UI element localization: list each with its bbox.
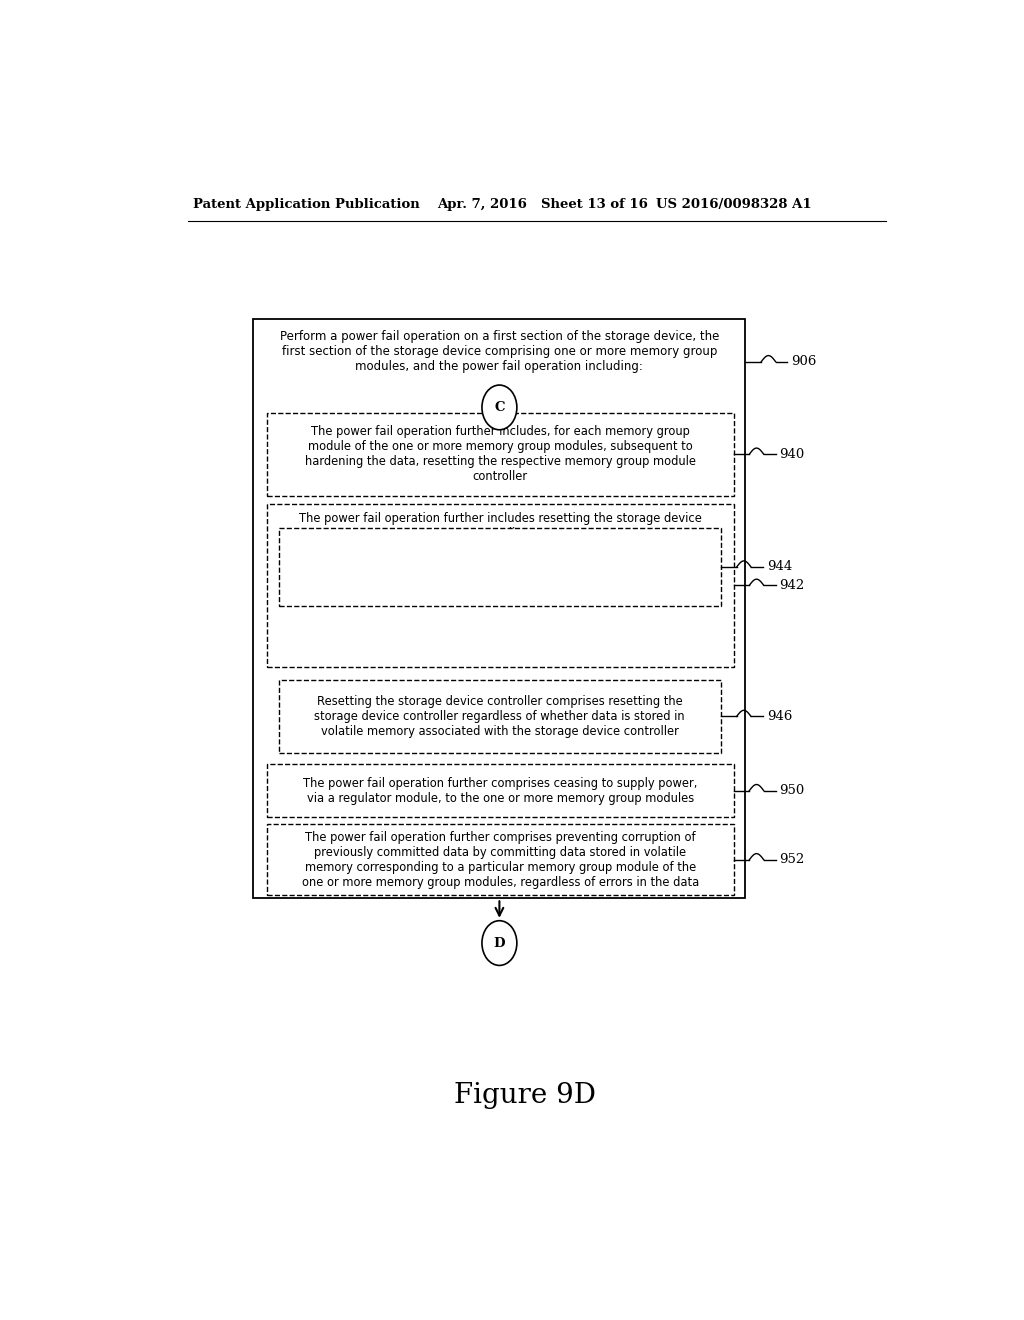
Text: C: C bbox=[495, 401, 505, 414]
Bar bbox=[253, 319, 745, 899]
Text: The power fail operation further includes resetting the storage device
controlle: The power fail operation further include… bbox=[299, 512, 701, 540]
Bar bbox=[267, 764, 733, 817]
Text: 952: 952 bbox=[779, 853, 805, 866]
Text: Prior to resetting the storage device controller, transfer data from
volatile me: Prior to resetting the storage device co… bbox=[309, 539, 690, 597]
Bar bbox=[267, 413, 733, 496]
Text: 950: 950 bbox=[779, 784, 805, 797]
Circle shape bbox=[482, 385, 517, 430]
Circle shape bbox=[482, 921, 517, 965]
Text: 946: 946 bbox=[767, 710, 793, 723]
Text: Resetting the storage device controller comprises resetting the
storage device c: Resetting the storage device controller … bbox=[314, 694, 685, 738]
Text: Patent Application Publication: Patent Application Publication bbox=[194, 198, 420, 211]
Bar bbox=[279, 680, 721, 752]
Text: The power fail operation further comprises preventing corruption of
previously c: The power fail operation further compris… bbox=[302, 830, 698, 888]
Text: D: D bbox=[494, 937, 505, 949]
Text: 942: 942 bbox=[779, 578, 805, 591]
Text: 944: 944 bbox=[767, 561, 793, 573]
Text: The power fail operation further comprises ceasing to supply power,
via a regula: The power fail operation further compris… bbox=[303, 776, 697, 805]
Text: Sheet 13 of 16: Sheet 13 of 16 bbox=[541, 198, 647, 211]
Text: 906: 906 bbox=[792, 355, 817, 368]
Bar bbox=[279, 528, 721, 606]
Text: US 2016/0098328 A1: US 2016/0098328 A1 bbox=[655, 198, 811, 211]
Text: The power fail operation further includes, for each memory group
module of the o: The power fail operation further include… bbox=[305, 425, 695, 483]
Text: Perform a power fail operation on a first section of the storage device, the
fir: Perform a power fail operation on a firs… bbox=[280, 330, 719, 374]
Text: 940: 940 bbox=[779, 447, 805, 461]
Text: Figure 9D: Figure 9D bbox=[454, 1082, 596, 1109]
Bar bbox=[267, 504, 733, 667]
Text: Apr. 7, 2016: Apr. 7, 2016 bbox=[437, 198, 527, 211]
Bar bbox=[267, 824, 733, 895]
